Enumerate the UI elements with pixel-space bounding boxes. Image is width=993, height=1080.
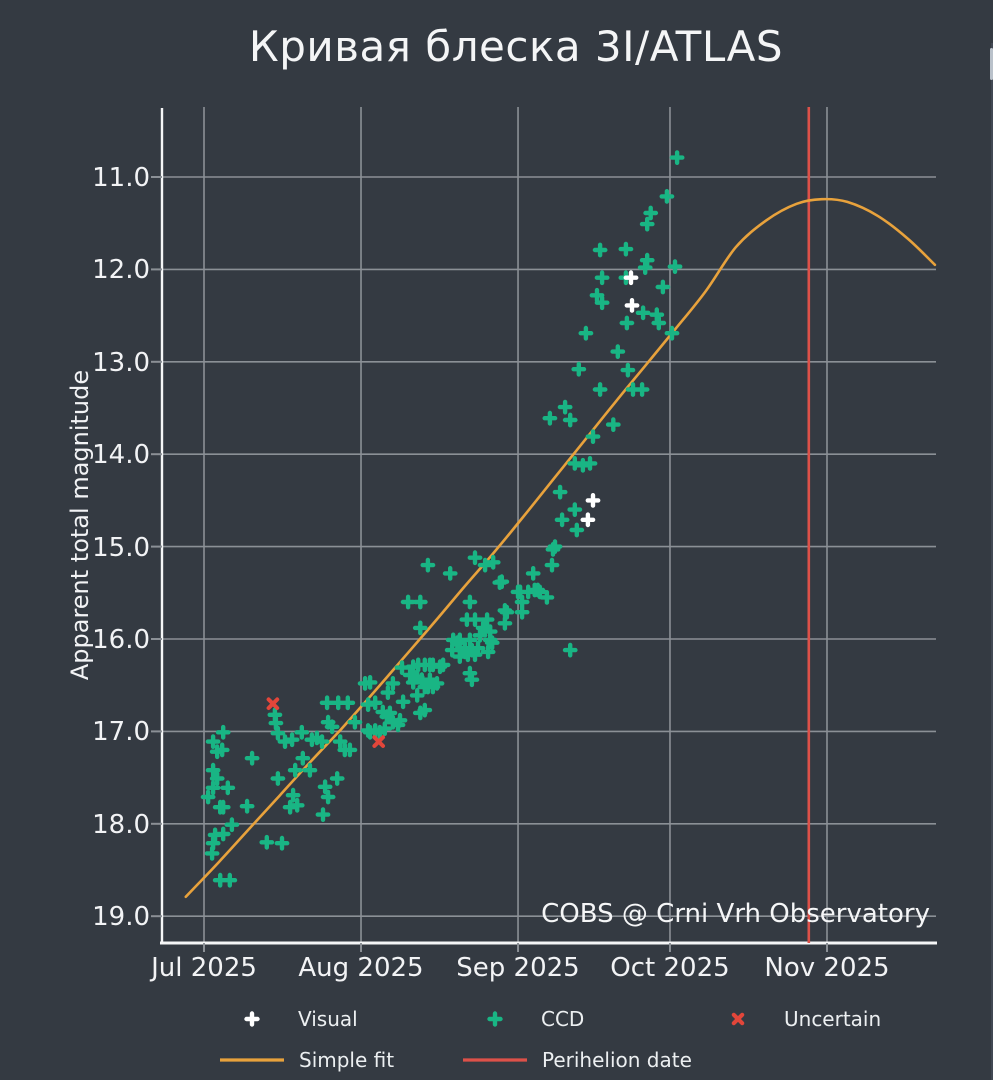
plot-series: [184, 107, 937, 943]
simple-fit-curve: [184, 197, 937, 899]
y-tick: 13.0: [92, 348, 150, 378]
legend-item-visual[interactable]: Visual: [240, 1005, 358, 1033]
x-tick-labels: Jul 2025 Aug 2025 Sep 2025 Oct 2025 Nov …: [149, 953, 890, 983]
visual-plus-icon: [244, 1011, 260, 1027]
legend-item-perihelion[interactable]: Perihelion date: [460, 1046, 692, 1074]
watermark-text: COBS @ Crni Vrh Observatory: [541, 899, 930, 929]
legend-label-ccd: CCD: [541, 1007, 585, 1031]
y-tick: 18.0: [92, 810, 150, 840]
x-tick: Jul 2025: [149, 953, 257, 983]
visual-markers: [580, 270, 640, 528]
ccd-plus-icon: [487, 1011, 503, 1027]
uncertain-markers: [266, 697, 385, 748]
y-tick: 17.0: [92, 717, 150, 747]
scrollbar-thumb[interactable]: [990, 48, 993, 80]
legend-label-uncertain: Uncertain: [784, 1007, 882, 1031]
axis-ticks: [151, 176, 828, 952]
y-tick: 12.0: [92, 255, 150, 285]
y-tick: 19.0: [92, 902, 150, 932]
x-tick: Sep 2025: [456, 953, 579, 983]
y-tick: 16.0: [92, 625, 150, 655]
perihelion-line-icon: [463, 1058, 527, 1062]
x-tick: Aug 2025: [298, 953, 423, 983]
y-tick: 14.0: [92, 440, 150, 470]
legend-label-visual: Visual: [298, 1007, 358, 1031]
fit-line-icon: [220, 1058, 284, 1062]
legend-label-perihelion: Perihelion date: [542, 1048, 692, 1072]
y-tick-labels: 11.0 12.0 13.0 14.0 15.0 16.0 17.0 18.0 …: [92, 163, 150, 932]
uncertain-x-icon: [731, 1012, 745, 1026]
scrollbar-track[interactable]: [991, 43, 993, 1080]
y-tick: 11.0: [92, 163, 150, 193]
page-title: Кривая блеска 3I/ATLAS: [248, 22, 784, 71]
y-tick: 15.0: [92, 533, 150, 563]
legend-item-ccd[interactable]: CCD: [483, 1005, 584, 1033]
x-tick: Oct 2025: [610, 953, 729, 983]
legend-item-simple-fit[interactable]: Simple fit: [217, 1046, 394, 1074]
gridlines: [162, 107, 936, 943]
legend-label-simple-fit: Simple fit: [299, 1048, 395, 1072]
x-tick: Nov 2025: [764, 953, 889, 983]
legend-item-uncertain[interactable]: Uncertain: [726, 1005, 881, 1033]
y-axis-title: Apparent total magnitude: [66, 370, 94, 680]
ccd-markers: [200, 150, 685, 888]
